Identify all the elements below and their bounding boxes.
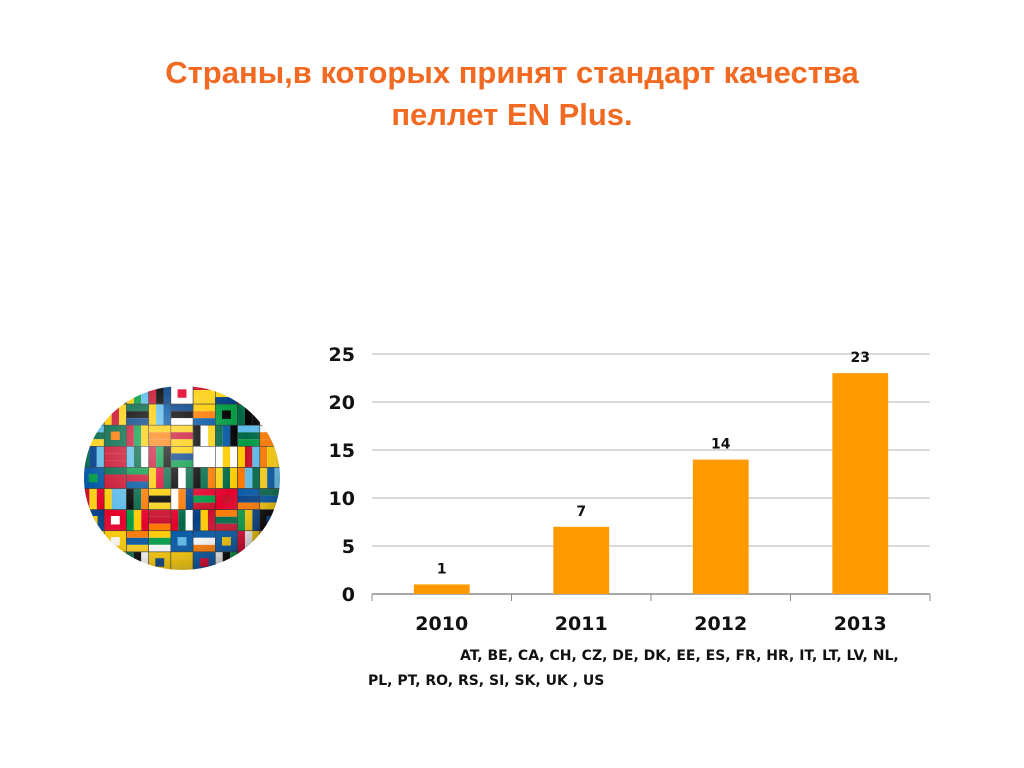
data-label-2013: 23 — [851, 350, 870, 366]
country-codes-line-2: PL, PT, RO, RS, SI, SK, UK , US — [368, 673, 605, 689]
slide-title: Страны,в которых принят стандарт качеств… — [62, 52, 962, 136]
flag-globe-icon — [84, 386, 280, 570]
bars: 1 7 14 23 — [413, 350, 889, 594]
x-tick-label-2011: 2011 — [555, 613, 608, 635]
y-tick-label: 20 — [329, 392, 355, 414]
x-tick-label-2013: 2013 — [834, 613, 887, 635]
y-tick-label: 5 — [342, 536, 355, 558]
y-axis-ticks: 0 5 10 15 20 25 — [329, 344, 355, 606]
data-label-2010: 1 — [437, 561, 447, 577]
bar-2012 — [692, 459, 749, 594]
country-codes-line-1: AT, BE, CA, CH, CZ, DE, DK, EE, ES, FR, … — [460, 648, 899, 664]
x-axis-ticks: 2010 2011 2012 2013 — [415, 613, 886, 635]
data-label-2012: 14 — [711, 437, 731, 453]
y-tick-label: 15 — [329, 440, 355, 462]
slide-title-line-2: пеллет EN Plus. — [391, 97, 633, 132]
x-tick-label-2010: 2010 — [415, 613, 468, 635]
data-label-2011: 7 — [576, 504, 586, 520]
slide-title-line-1: Страны,в которых принят стандарт качеств… — [165, 55, 859, 90]
y-tick-label: 0 — [342, 584, 355, 606]
y-tick-label: 25 — [329, 344, 355, 366]
bar-2013 — [832, 373, 889, 594]
bar-2010 — [413, 584, 470, 594]
y-tick-label: 10 — [329, 488, 355, 510]
x-tick-label-2012: 2012 — [694, 613, 747, 635]
bar-2011 — [553, 526, 610, 594]
country-codes-note: AT, BE, CA, CH, CZ, DE, DK, EE, ES, FR, … — [368, 644, 928, 694]
